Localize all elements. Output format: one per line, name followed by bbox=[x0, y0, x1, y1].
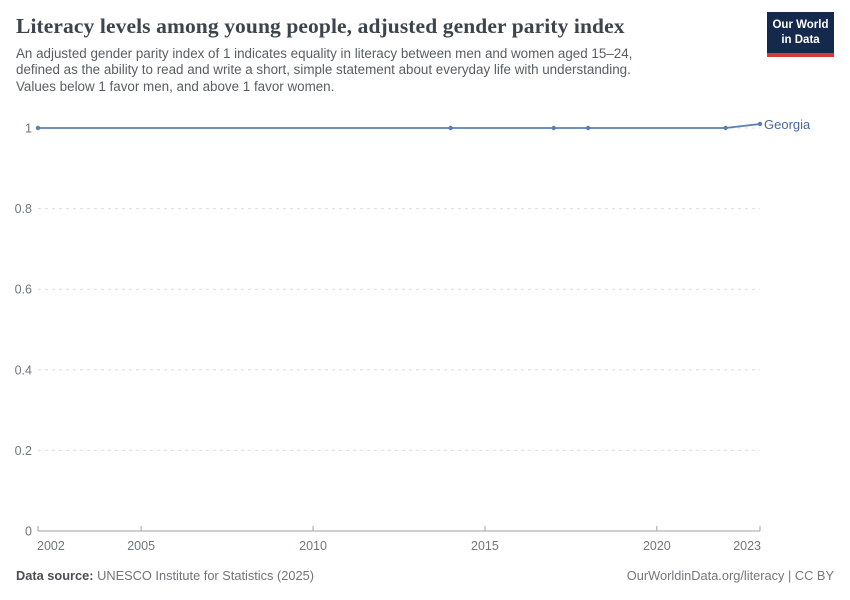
data-point-marker bbox=[585, 125, 591, 131]
subtitle-line: defined as the ability to read and write… bbox=[16, 62, 631, 78]
series-label-georgia[interactable]: Georgia bbox=[764, 117, 811, 132]
y-tick-label: 0.2 bbox=[15, 444, 32, 458]
x-tick-label: 2020 bbox=[643, 539, 671, 553]
owid-logo-text: Our World in Data bbox=[767, 12, 834, 53]
chart-footer: Data source: UNESCO Institute for Statis… bbox=[16, 568, 834, 583]
owid-logo-red-bar bbox=[767, 52, 834, 57]
y-tick-label: 1 bbox=[25, 122, 32, 136]
data-point-marker bbox=[723, 125, 728, 131]
y-tick-label: 0.4 bbox=[15, 363, 32, 377]
x-tick-label: 2002 bbox=[37, 539, 65, 553]
owid-logo-line2: in Data bbox=[781, 33, 820, 46]
chart-subtitle: An adjusted gender parity index of 1 ind… bbox=[16, 46, 756, 95]
data-point-marker bbox=[448, 125, 453, 131]
data-source-label: Data source: bbox=[16, 568, 94, 583]
owid-logo-line1: Our World bbox=[772, 19, 829, 31]
subtitle-line: An adjusted gender parity index of 1 ind… bbox=[16, 46, 633, 61]
data-source-value: UNESCO Institute for Statistics (2025) bbox=[93, 568, 314, 583]
chart-header: Literacy levels among young people, adju… bbox=[16, 14, 756, 95]
x-tick-label: 2023 bbox=[733, 539, 761, 553]
data-source: Data source: UNESCO Institute for Statis… bbox=[16, 568, 314, 583]
y-tick-label: 0.8 bbox=[15, 202, 32, 216]
y-tick-label: 0 bbox=[25, 525, 32, 539]
data-point-marker bbox=[551, 125, 556, 131]
x-tick-label: 2015 bbox=[471, 539, 499, 553]
data-point-marker bbox=[757, 121, 763, 127]
series-line-georgia bbox=[38, 123, 761, 129]
chart-title: Literacy levels among young people, adju… bbox=[16, 14, 625, 38]
y-tick-label: 0.6 bbox=[15, 283, 32, 297]
x-tick-label: 2005 bbox=[127, 539, 155, 553]
credit-link[interactable]: OurWorldinData.org/literacy | CC BY bbox=[626, 568, 834, 583]
x-tick-label: 2010 bbox=[299, 539, 327, 553]
chart-plot-area: 0 0.2 0.4 0.6 0.8 1 2002 2005 2010 2015 2020 2023 bbox=[15, 121, 763, 553]
data-point-marker bbox=[35, 125, 41, 131]
subtitle-line: Values below 1 favor men, and above 1 fa… bbox=[16, 78, 335, 94]
owid-logo[interactable]: Our World in Data bbox=[767, 12, 834, 57]
